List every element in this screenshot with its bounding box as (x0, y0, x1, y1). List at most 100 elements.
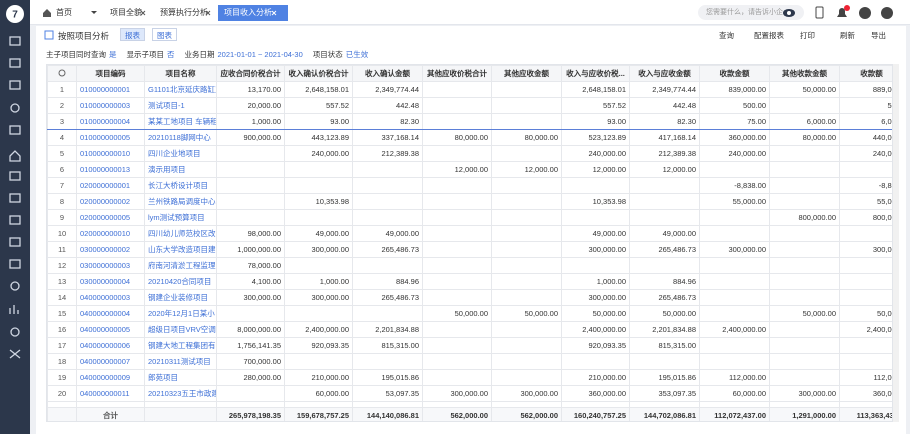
view-button-active[interactable]: 报表 (120, 28, 145, 41)
table-cell: 府南河清淤工程监理 (144, 257, 217, 274)
column-header: 收入与应收金额 (629, 65, 700, 82)
table-cell: 030000000002 (76, 241, 145, 258)
table-cell (839, 353, 892, 370)
table-cell: 80,000.00 (769, 129, 840, 146)
table-cell: 55,000 (839, 193, 892, 210)
table-cell: 010000000003 (76, 97, 145, 114)
top-bar: 首页 项目全貌 预算执行分析 项目收入分析 您需要什么，请告诉小企 (30, 0, 910, 25)
table-cell: 郎苑项目 (144, 369, 217, 386)
tab[interactable]: 预算执行分析 (160, 8, 208, 17)
table-cell: 1 (47, 81, 77, 98)
table-cell (422, 289, 492, 306)
table-cell: 900,000.00 (216, 129, 285, 146)
table-cell (769, 337, 840, 354)
table-cell: 15 (47, 305, 77, 322)
table-cell: 300,000.00 (422, 385, 492, 402)
table-row: 13 030000000004 20210420合同项目 4,100.00 1,000.… (47, 273, 892, 290)
table-cell: 6 (47, 161, 77, 178)
table-cell: 030000000003 (76, 257, 145, 274)
table-cell (769, 353, 840, 370)
table-cell (284, 209, 353, 226)
table-cell (769, 369, 840, 386)
analysis-icon (44, 30, 54, 40)
table-cell (284, 177, 353, 194)
action[interactable]: 配置报表 (754, 31, 784, 40)
settings-icon[interactable] (58, 69, 66, 77)
table-cell: 300,000.00 (284, 241, 353, 258)
table-cell: 82.30 (629, 113, 700, 130)
table-cell: 2,648,158.01 (561, 81, 630, 98)
table-row: 17 040000000006 钢建大地工程集团有 1,756,141.35 920,0… (47, 337, 892, 354)
tab[interactable]: 首页 (56, 8, 72, 17)
table-cell: 440,000 (839, 129, 892, 146)
table-cell: 010000000004 (76, 113, 145, 130)
table-cell (699, 225, 770, 242)
table-cell: 16 (47, 321, 77, 338)
table-cell: 300,000.00 (769, 385, 840, 402)
table-cell: 49,000.00 (629, 225, 700, 242)
scrollbar[interactable] (893, 64, 899, 422)
table-cell: 112,000 (839, 369, 892, 386)
table-cell: 4 (47, 129, 77, 146)
table-cell: 557.52 (284, 97, 353, 114)
table-cell: 300,000 (839, 241, 892, 258)
table-cell: 020000000010 (76, 225, 145, 242)
table-cell (352, 209, 423, 226)
table-cell (422, 353, 492, 370)
filter-label: 业务日期 (184, 50, 215, 59)
table-cell: 265,486.73 (352, 241, 423, 258)
table-cell (491, 337, 562, 354)
table-cell: 4,100.00 (216, 273, 285, 290)
table-cell (491, 273, 562, 290)
search-icon[interactable] (782, 8, 796, 18)
table-cell: 10,353.98 (284, 193, 353, 210)
table-cell: 010000000001 (76, 81, 145, 98)
table-cell (144, 407, 217, 421)
table-cell (352, 257, 423, 274)
total-cell: 112,072,437.00 (699, 407, 770, 421)
close-icon[interactable] (271, 10, 277, 16)
header-icons[interactable] (812, 5, 910, 21)
table-cell: 50,000.00 (422, 305, 492, 322)
table-cell: 四川企业地项目 (144, 145, 217, 162)
table-cell: 10 (47, 225, 77, 242)
total-cell: 1,291,000.00 (769, 407, 840, 421)
table-cell: 920,093.35 (561, 337, 630, 354)
table-cell: 50,000 (839, 305, 892, 322)
table-cell: 010000000010 (76, 145, 145, 162)
dropdown-icon[interactable] (90, 10, 98, 16)
table-cell: 800,000.00 (769, 209, 840, 226)
svg-text:7: 7 (12, 10, 18, 21)
table-cell: 80,000.00 (422, 129, 492, 146)
table-cell: 265,486.73 (352, 289, 423, 306)
table-cell: G1101北京延庆路缸工 (144, 81, 217, 98)
table-cell: 2,201,834.88 (629, 321, 700, 338)
table-cell: 010000000013 (76, 161, 145, 178)
table-cell (491, 177, 562, 194)
table-cell: 50,000.00 (491, 305, 562, 322)
table-cell: 长江大桥设计项目 (144, 177, 217, 194)
action[interactable]: 刷新 (840, 31, 855, 40)
tab-active[interactable]: 项目收入分析 (218, 5, 288, 21)
tab[interactable]: 项目全貌 (110, 8, 142, 17)
action[interactable]: 打印 (800, 31, 815, 40)
table-cell: 353,097.35 (629, 385, 700, 402)
table-cell: 8,000,000.00 (216, 321, 285, 338)
view-button[interactable]: 图表 (152, 28, 177, 41)
table-cell (216, 385, 285, 402)
search-box[interactable]: 您需要什么，请告诉小企 (698, 5, 804, 20)
table-cell: 7 (47, 177, 77, 194)
table-cell: 839,000.00 (699, 81, 770, 98)
close-icon[interactable] (205, 10, 211, 16)
table-cell: 442.48 (352, 97, 423, 114)
action[interactable]: 导出 (871, 31, 886, 40)
table-cell (284, 353, 353, 370)
table-cell: 815,315.00 (352, 337, 423, 354)
action[interactable]: 查询 (719, 31, 734, 40)
close-icon[interactable] (140, 10, 146, 16)
table-cell (839, 257, 892, 274)
table-cell: 18 (47, 353, 77, 370)
table-wrap: 项目编码 项目名称 应收合同价税合计 收入确认价税合计 收入确认金额 其他应收价税合计 其他… (46, 64, 893, 422)
total-label: 合计 (76, 407, 145, 421)
table-cell (284, 305, 353, 322)
